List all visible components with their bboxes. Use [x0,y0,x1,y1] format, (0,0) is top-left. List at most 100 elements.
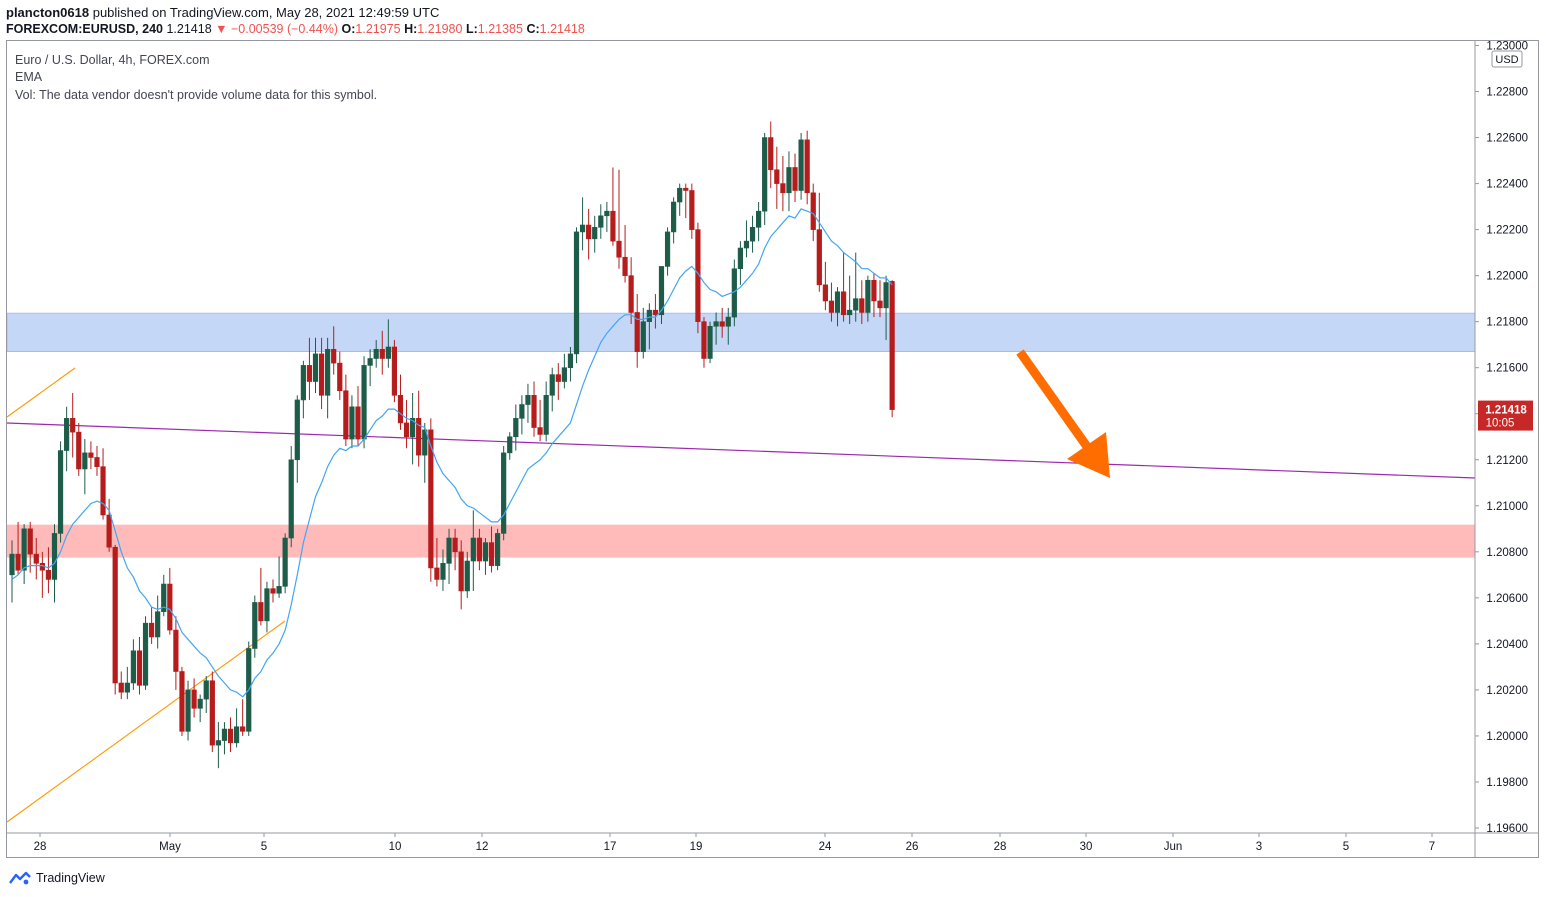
candle[interactable] [142,622,149,686]
legend-volume[interactable]: Vol: The data vendor doesn't provide vol… [15,88,378,102]
candle[interactable] [810,192,816,230]
candle[interactable] [422,429,428,456]
candle[interactable] [792,167,798,191]
candle[interactable] [21,528,27,571]
candle[interactable] [397,395,404,424]
candle[interactable] [149,622,155,638]
candle[interactable] [671,201,677,233]
candle[interactable] [652,309,659,316]
candle[interactable] [434,567,440,580]
candle[interactable] [683,187,689,191]
candle[interactable] [834,291,841,313]
candle[interactable] [88,452,94,458]
candle[interactable] [124,682,130,693]
candle[interactable] [264,588,270,622]
candle[interactable] [373,348,379,359]
candle[interactable] [282,537,288,587]
candle[interactable] [64,418,70,451]
candle[interactable] [27,528,33,555]
candle[interactable] [531,395,537,428]
candle[interactable] [634,312,640,352]
candle[interactable] [598,215,604,228]
candle[interactable] [458,551,464,592]
candle[interactable] [871,279,877,302]
candle[interactable] [209,680,215,746]
candle[interactable] [707,325,713,359]
candle[interactable] [725,316,731,327]
candle[interactable] [252,602,258,649]
candle[interactable] [410,418,416,438]
candle[interactable] [9,553,15,576]
candle[interactable] [337,362,343,392]
trendline-orange-upper[interactable] [6,367,76,418]
candle[interactable] [167,583,173,631]
footer-brand[interactable]: TradingView [36,871,105,885]
candle[interactable] [191,689,197,709]
candle[interactable] [859,298,865,313]
candle[interactable] [70,418,76,433]
candle[interactable] [628,275,634,313]
candle[interactable] [622,256,628,276]
candle[interactable] [476,537,482,562]
legend-ema[interactable]: EMA [15,70,43,84]
candle[interactable] [756,210,762,228]
legend-series[interactable]: Euro / U.S. Dollar, 4h, FOREX.com [15,53,210,67]
candle[interactable] [573,231,580,355]
candle[interactable] [300,365,306,401]
candle[interactable] [161,583,167,612]
candle[interactable] [82,452,88,470]
candle[interactable] [106,514,112,548]
candle[interactable] [428,429,434,569]
candle[interactable] [883,282,889,309]
candle[interactable] [610,210,616,242]
candle[interactable] [828,300,835,313]
candle[interactable] [197,698,203,709]
candle[interactable] [786,167,792,194]
candle[interactable] [768,137,774,171]
candle[interactable] [494,533,501,566]
candle[interactable] [179,671,185,732]
candle[interactable] [889,281,895,410]
candle[interactable] [155,611,161,638]
candle[interactable] [586,224,592,240]
candle[interactable] [519,404,525,419]
candle[interactable] [604,210,610,217]
candle[interactable] [804,139,810,194]
candle[interactable] [677,187,683,203]
candle[interactable] [488,542,495,566]
candle[interactable] [737,247,743,270]
candle[interactable] [325,348,331,396]
candle[interactable] [221,728,228,741]
candle[interactable] [482,542,489,562]
candle[interactable] [464,560,470,592]
candle[interactable] [822,284,828,302]
candle[interactable] [816,229,822,286]
support-zone[interactable] [7,524,1475,558]
candle[interactable] [306,365,313,382]
candle[interactable] [446,537,452,564]
candle[interactable] [658,266,665,316]
candle[interactable] [865,279,871,313]
candle[interactable] [701,321,707,359]
candle[interactable] [689,190,695,230]
candle[interactable] [227,728,234,744]
candle[interactable] [233,726,240,744]
last-price-tag[interactable] [1478,400,1533,431]
ema-line[interactable] [11,208,893,698]
candle[interactable] [270,588,276,594]
candle[interactable] [780,183,786,194]
candle[interactable] [15,553,21,571]
projection-arrow-head-icon[interactable] [1067,432,1110,478]
candle[interactable] [403,422,410,438]
candle[interactable] [470,537,476,562]
candle[interactable] [847,309,853,316]
candle[interactable] [452,537,458,553]
author-name[interactable]: plancton0618 [6,5,90,20]
candle[interactable] [616,240,622,258]
candle[interactable] [749,227,756,242]
candle[interactable] [130,650,137,684]
candle[interactable] [51,533,58,580]
candle[interactable] [664,231,671,267]
candle[interactable] [33,553,39,564]
